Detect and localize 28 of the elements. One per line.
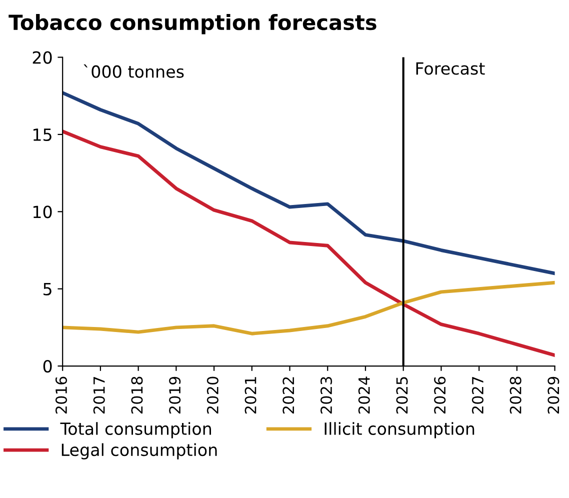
x-tick-label: 2023 [320,376,332,414]
x-tick-label: 2021 [244,377,256,414]
x-tick-label: 2026 [434,376,446,414]
line-series [62,280,555,336]
x-tick-label: 2025 [396,377,408,414]
x-tick-label: 2029 [548,376,560,414]
legend-label: Total consumption [60,422,211,438]
x-tick-label: 2027 [472,377,484,414]
x-tick-label: 2017 [93,377,105,414]
ref-line-label: Forecast [416,62,485,75]
annotation: `000 tonnes [84,64,184,78]
x-tick-label: 2024 [358,376,370,414]
legend-label: Illicit consumption [324,422,474,438]
line-series [62,130,555,357]
line-series [62,91,555,276]
x-tick-label: 2019 [169,376,181,414]
x-tick-label: 2018 [131,376,143,414]
legend-label: Legal consumption [62,443,217,460]
x-tick-label: 2022 [282,377,294,414]
x-tick-label: 2016 [55,376,68,414]
y-tick-label: 0 [43,360,52,373]
y-tick-label: 10 [33,206,52,218]
x-tick-label: 2028 [510,376,522,414]
x-tick-label: 2020 [206,376,218,414]
y-tick-label: 5 [44,283,52,296]
y-tick-label: 15 [33,128,52,142]
chart-title: Tobacco consumption forecasts [8,14,376,34]
y-tick-label: 20 [32,51,52,64]
